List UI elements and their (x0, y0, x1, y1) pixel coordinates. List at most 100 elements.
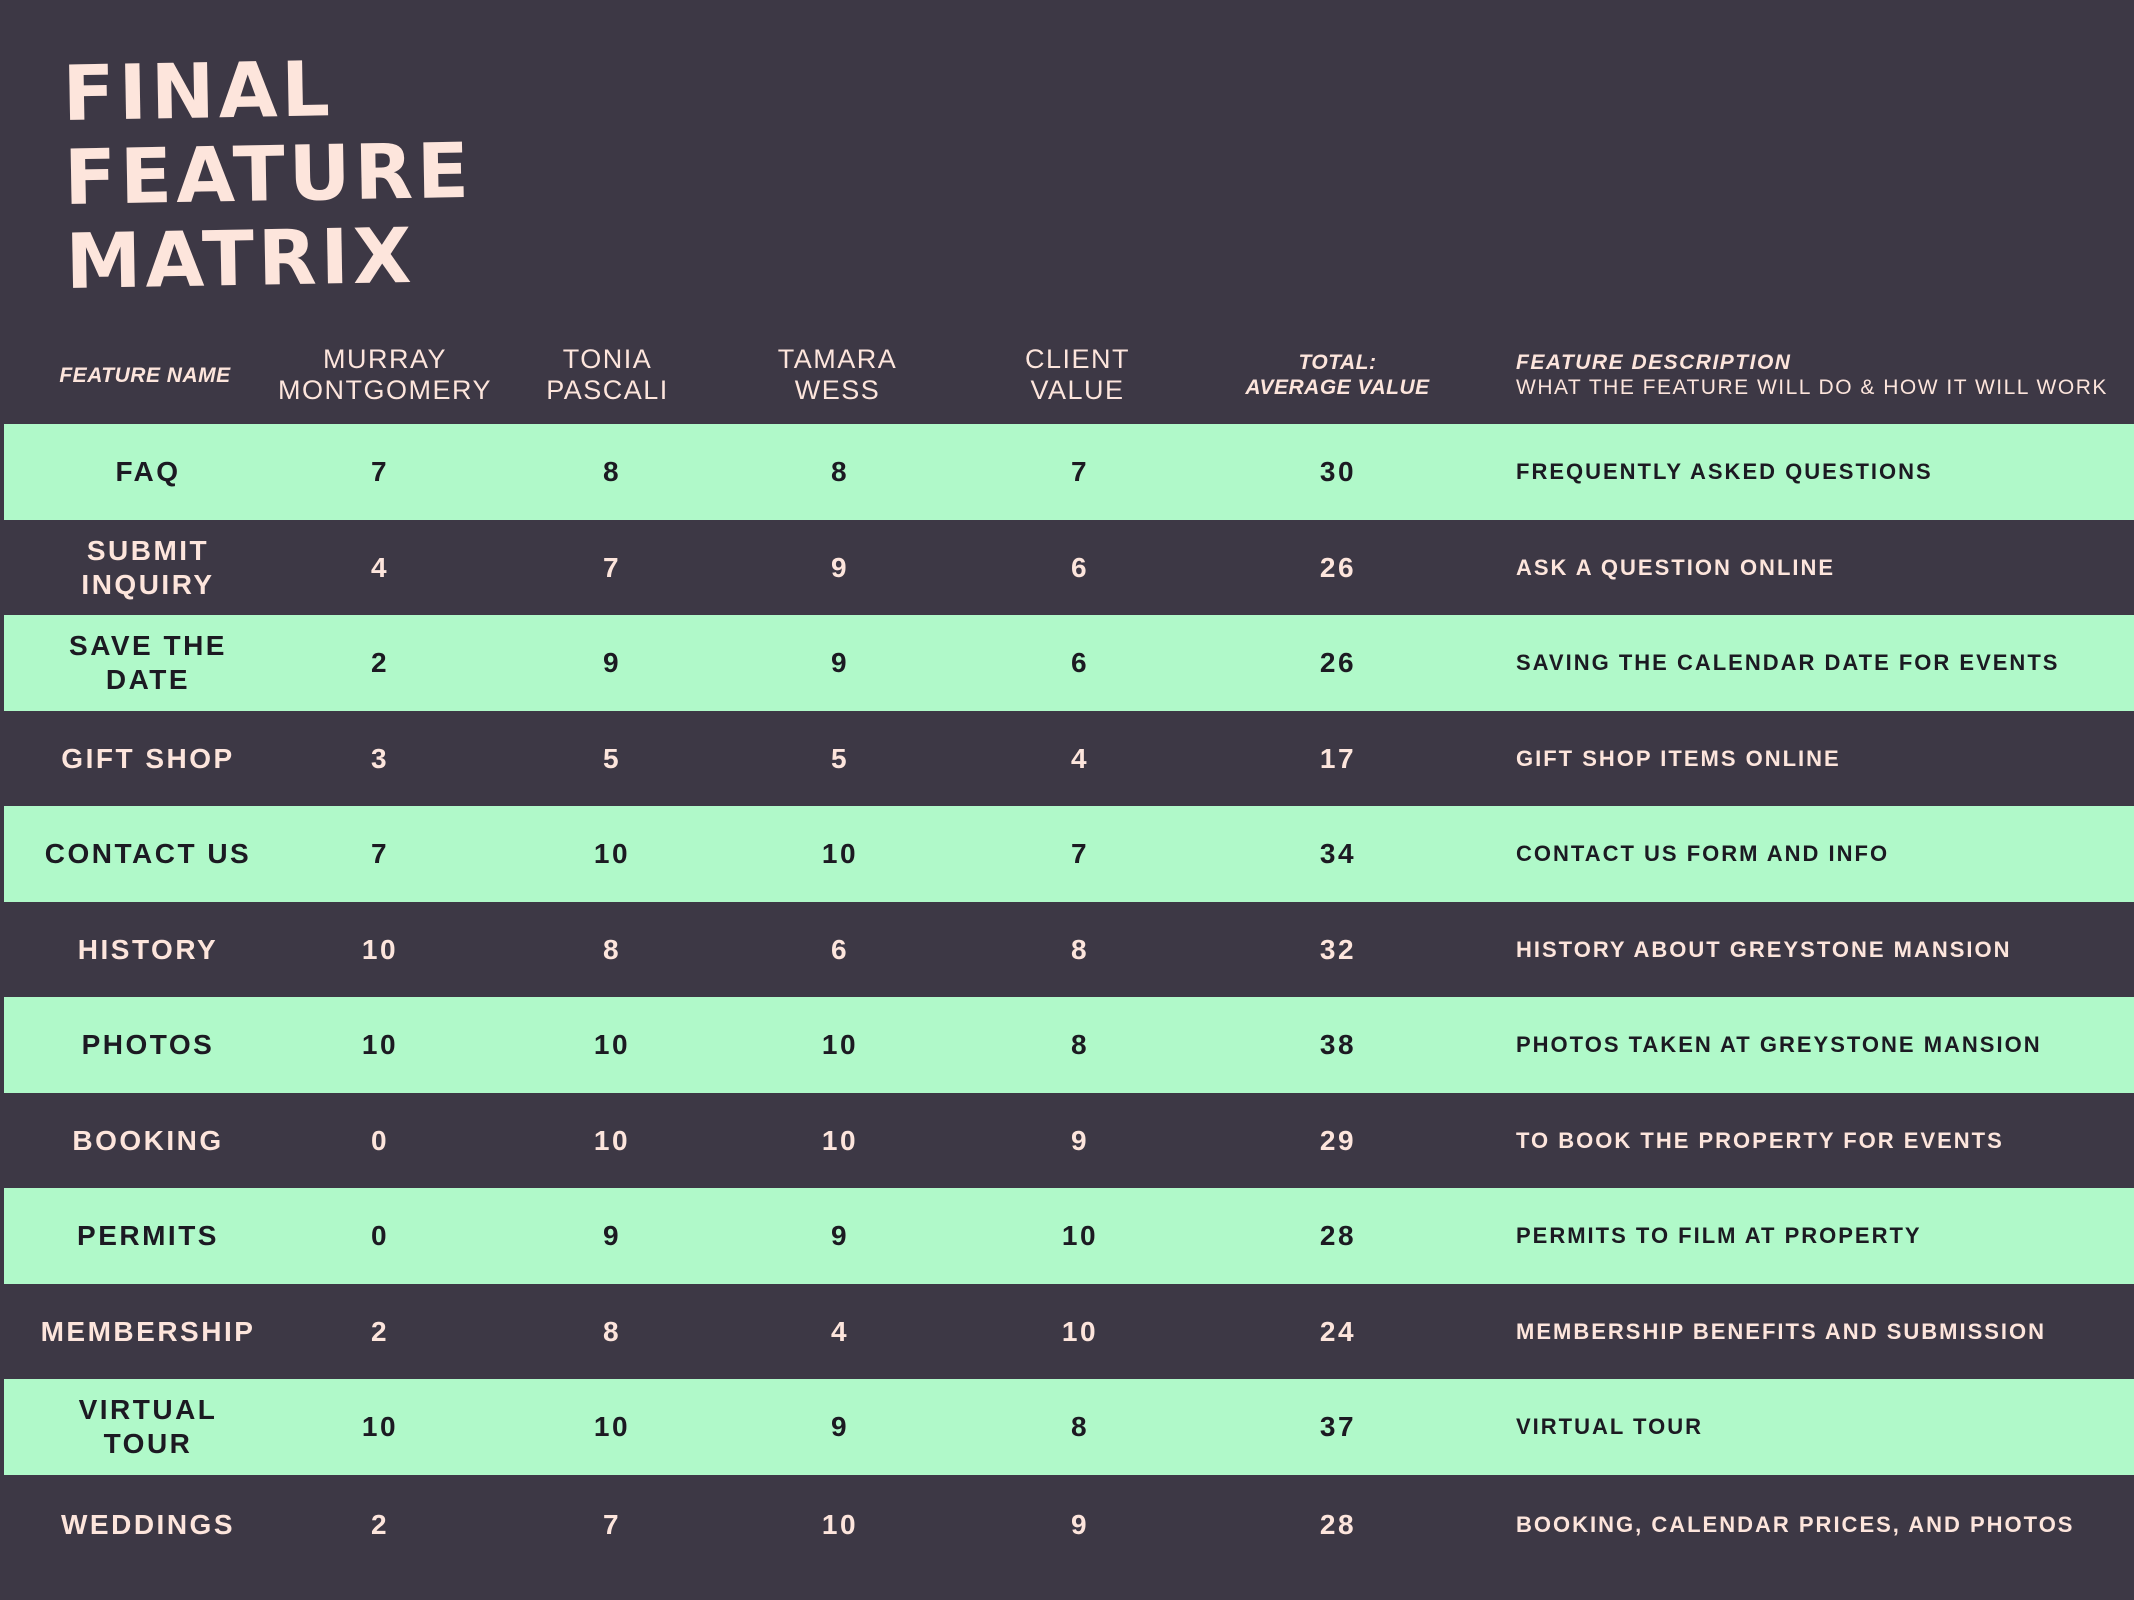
murray-score: 7 (370, 838, 390, 869)
feature-description: CONTACT US FORM AND INFO (1516, 841, 1890, 866)
tonia-score: 9 (602, 647, 622, 678)
feature-name: HISTORY (77, 933, 219, 965)
feature-description: SAVING THE CALENDAR DATE FOR EVENTS (1516, 650, 2060, 675)
total-value: 24 (1319, 1315, 1357, 1347)
tonia-score: 10 (593, 838, 631, 869)
client-score: 6 (1070, 551, 1090, 583)
total-value: 34 (1319, 838, 1357, 869)
tamara-score: 10 (821, 1509, 859, 1540)
table-row: SUBMIT INQUIRY 4 7 9 6 26 ASK A QUESTION ONLIN… (4, 520, 2134, 615)
header-murray-montgomery: MURRAY MONTGOMERY (270, 330, 500, 420)
feature-description: TO BOOK THE PROPERTY FOR EVENTS (1516, 1127, 2004, 1153)
total-value: 32 (1319, 933, 1357, 965)
table-row: HISTORY 10 8 6 8 32 HISTORY ABOUT GREYSTONE MA… (4, 902, 2134, 997)
feature-description: VIRTUAL TOUR (1516, 1414, 1703, 1439)
tamara-score: 9 (830, 647, 850, 678)
header-feature-description: FEATURE DESCRIPTION WHAT THE FEATURE WIL… (1516, 330, 2126, 420)
feature-name: BOOKING (72, 1124, 224, 1156)
total-value: 30 (1319, 456, 1357, 487)
total-value: 26 (1319, 551, 1357, 583)
header-tonia-pascali: TONIA PASCALI (510, 330, 705, 420)
feature-description: MEMBERSHIP BENEFITS AND SUBMISSION (1516, 1318, 2047, 1344)
header-client-value: CLIENT VALUE (980, 330, 1175, 420)
tonia-score: 10 (593, 1124, 631, 1156)
feature-name: PHOTOS (81, 1029, 215, 1060)
tamara-score: 10 (821, 1124, 859, 1156)
tamara-score: 6 (830, 933, 850, 965)
client-score: 7 (1070, 456, 1090, 487)
title-line-3: MATRIX (64, 210, 417, 306)
tamara-score: 9 (830, 1411, 850, 1442)
header-col4-line1: CLIENT (1024, 344, 1131, 374)
tamara-score: 10 (821, 838, 859, 869)
table-row: GIFT SHOP 3 5 5 4 17 GIFT SHOP ITEMS ONLINE (4, 711, 2134, 806)
header-col2-line1: TONIA (562, 344, 653, 374)
feature-name: SUBMIT INQUIRY (81, 534, 215, 600)
tamara-score: 10 (821, 1029, 859, 1060)
tonia-score: 8 (602, 933, 622, 965)
header-total-line2: AVERAGE VALUE (1245, 376, 1430, 399)
header-col3-line1: TAMARA (777, 344, 898, 374)
client-score: 10 (1061, 1315, 1099, 1347)
header-total-average: TOTAL: AVERAGE VALUE (1220, 330, 1455, 420)
tonia-score: 7 (602, 1509, 622, 1540)
client-score: 4 (1070, 742, 1090, 774)
table-row: WEDDINGS 2 7 10 9 28 BOOKING, CALENDAR PRICES,… (4, 1475, 2134, 1575)
murray-score: 10 (361, 1029, 399, 1060)
client-score: 10 (1061, 1220, 1099, 1251)
table-header: FEATURE NAME MURRAY MONTGOMERY TONIA PAS… (0, 330, 2134, 420)
header-feature-name: FEATURE NAME (20, 330, 270, 420)
murray-score: 10 (361, 933, 399, 965)
feature-description: HISTORY ABOUT GREYSTONE MANSION (1516, 936, 2012, 962)
header-feature-name-label: FEATURE NAME (59, 363, 231, 387)
header-total-line1: TOTAL: (1298, 351, 1377, 374)
feature-description: BOOKING, CALENDAR PRICES, AND PHOTOS (1516, 1512, 2075, 1537)
feature-name: CONTACT US (44, 838, 252, 869)
feature-name: PERMITS (77, 1220, 219, 1251)
total-value: 26 (1319, 647, 1357, 678)
tamara-score: 5 (830, 742, 850, 774)
page-title: FINAL FEATURE MATRIX (61, 44, 475, 306)
tonia-score: 10 (593, 1411, 631, 1442)
murray-score: 4 (370, 551, 390, 583)
total-value: 29 (1319, 1124, 1357, 1156)
murray-score: 2 (370, 1315, 390, 1347)
table-row: CONTACT US 7 10 10 7 34 CONTACT US FORM AND IN… (4, 806, 2134, 902)
title-line-1: FINAL (61, 44, 335, 138)
feature-description: ASK A QUESTION ONLINE (1516, 554, 1836, 580)
total-value: 28 (1319, 1509, 1357, 1540)
tamara-score: 9 (830, 551, 850, 583)
feature-name: SAVE THE DATE (69, 630, 227, 695)
murray-score: 7 (370, 456, 390, 487)
total-value: 38 (1319, 1029, 1357, 1060)
murray-score: 2 (370, 647, 390, 678)
client-score: 9 (1070, 1124, 1090, 1156)
table-row: PERMITS 0 9 9 10 28 PERMITS TO FILM AT PROPERT… (4, 1188, 2134, 1284)
total-value: 37 (1319, 1411, 1357, 1442)
feature-name: WEDDINGS (61, 1509, 235, 1540)
client-score: 9 (1070, 1509, 1090, 1540)
table-row: MEMBERSHIP 2 8 4 10 24 MEMBERSHIP BENEFITS AND… (4, 1284, 2134, 1379)
client-score: 8 (1070, 1411, 1090, 1442)
murray-score: 2 (370, 1509, 390, 1540)
client-score: 6 (1070, 647, 1090, 678)
feature-description: GIFT SHOP ITEMS ONLINE (1516, 745, 1841, 771)
client-score: 7 (1070, 838, 1090, 869)
feature-description: PHOTOS TAKEN AT GREYSTONE MANSION (1516, 1032, 2042, 1057)
feature-name: VIRTUAL TOUR (78, 1394, 218, 1459)
feature-description: FREQUENTLY ASKED QUESTIONS (1516, 459, 1933, 484)
feature-name: FAQ (115, 456, 181, 487)
client-score: 8 (1070, 1029, 1090, 1060)
feature-name: GIFT SHOP (61, 742, 235, 774)
table-row: PHOTOS 10 10 10 8 38 PHOTOS TAKEN AT GREYSTONE… (4, 997, 2134, 1093)
header-tamara-wess: TAMARA WESS (740, 330, 935, 420)
tonia-score: 8 (602, 1315, 622, 1347)
table-row: VIRTUAL TOUR 10 10 9 8 37 VIRTUAL TOUR (4, 1379, 2134, 1475)
tonia-score: 9 (602, 1220, 622, 1251)
total-value: 17 (1319, 742, 1357, 774)
tonia-score: 5 (602, 742, 622, 774)
tamara-score: 9 (830, 1220, 850, 1251)
header-desc-subtitle: WHAT THE FEATURE WILL DO & HOW IT WILL W… (1516, 376, 2108, 399)
murray-score: 3 (370, 742, 390, 774)
murray-score: 0 (370, 1220, 390, 1251)
